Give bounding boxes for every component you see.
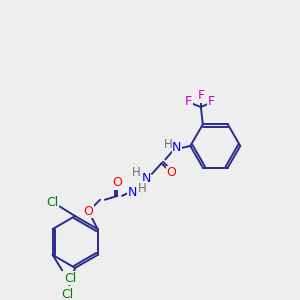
Text: H: H	[132, 167, 141, 179]
Text: O: O	[166, 167, 176, 179]
Text: F: F	[208, 95, 215, 108]
Text: Cl: Cl	[61, 288, 74, 300]
Text: O: O	[84, 205, 94, 218]
Text: N: N	[142, 172, 151, 185]
Text: Cl: Cl	[64, 272, 76, 284]
Text: O: O	[112, 176, 122, 189]
Text: H: H	[138, 182, 147, 195]
Text: N: N	[172, 141, 182, 154]
Text: O: O	[84, 205, 94, 218]
Text: Cl: Cl	[46, 196, 58, 209]
Text: F: F	[197, 89, 205, 102]
Text: F: F	[185, 95, 192, 108]
Text: H: H	[164, 138, 172, 151]
Text: N: N	[128, 186, 137, 199]
